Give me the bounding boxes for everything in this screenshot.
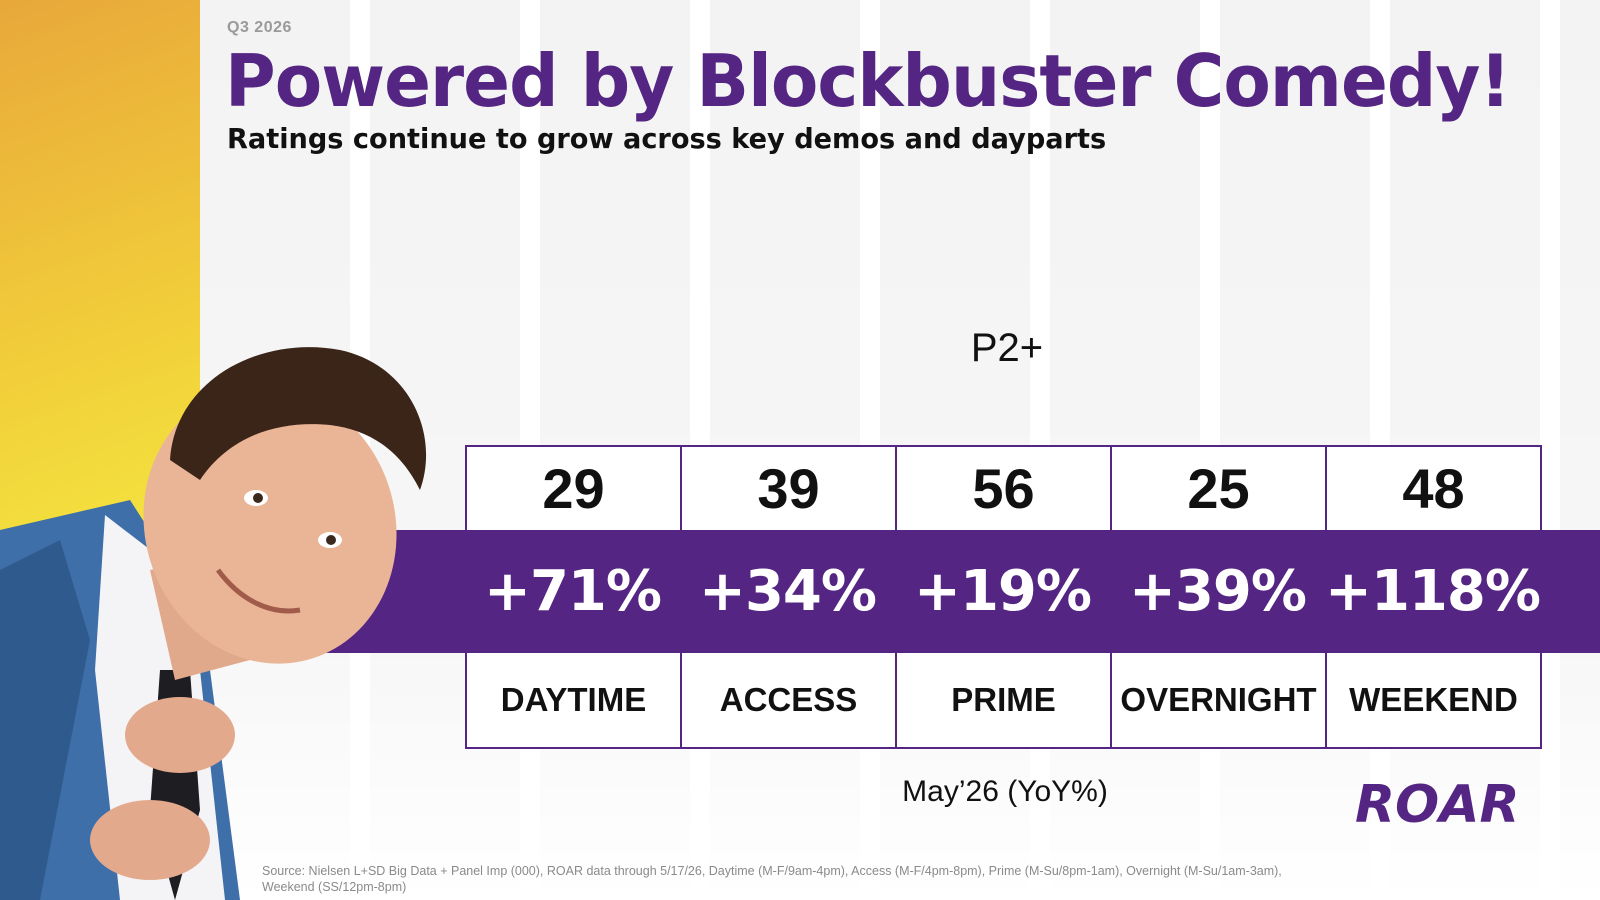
column-overnight: 25 +39% OVERNIGHT <box>1110 445 1327 749</box>
quarter-label: Q3 2026 <box>227 19 292 36</box>
roar-logo: ROAR <box>1355 776 1520 830</box>
ratings-table: 29 +71% DAYTIME 39 +34% ACCESS 56 +19% P… <box>465 445 1543 749</box>
rating-value: 39 <box>680 445 897 530</box>
column-prime: 56 +19% PRIME <box>895 445 1112 749</box>
daypart-label: ACCESS <box>680 653 897 749</box>
column-weekend: 48 +118% WEEKEND <box>1325 445 1542 749</box>
yoy-change: +71% <box>484 559 662 624</box>
period-label: May’26 (YoY%) <box>902 775 1108 808</box>
rating-value: 25 <box>1110 445 1327 530</box>
roar-logo-text: ROAR <box>1355 776 1520 830</box>
page-subtitle: Ratings continue to grow across key demo… <box>227 122 1107 155</box>
column-daytime: 29 +71% DAYTIME <box>465 445 682 749</box>
yoy-change: +39% <box>1129 559 1307 624</box>
rating-value: 48 <box>1325 445 1542 530</box>
rating-value: 56 <box>895 445 1112 530</box>
source-footnote: Source: Nielsen L+SD Big Data + Panel Im… <box>262 864 1282 894</box>
daypart-label: WEEKEND <box>1325 653 1542 749</box>
yoy-change: +34% <box>699 559 877 624</box>
column-access: 39 +34% ACCESS <box>680 445 897 749</box>
host-photo <box>0 347 427 900</box>
purple-highlight-band <box>270 530 1600 653</box>
daypart-label: OVERNIGHT <box>1110 653 1327 749</box>
page-title: Powered by Blockbuster Comedy! <box>225 39 1511 123</box>
demo-label: P2+ <box>970 326 1044 370</box>
daypart-label: PRIME <box>895 653 1112 749</box>
yoy-change: +19% <box>914 559 1092 624</box>
daypart-label: DAYTIME <box>465 653 682 749</box>
yoy-change: +118% <box>1325 559 1541 624</box>
rating-value: 29 <box>465 445 682 530</box>
